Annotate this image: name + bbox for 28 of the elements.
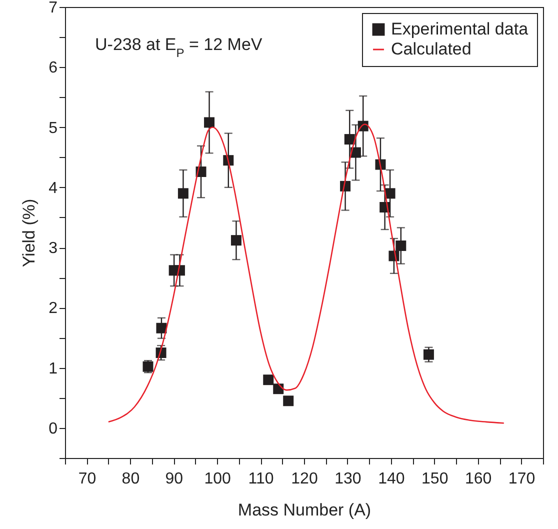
x-tick-label: 160: [464, 470, 492, 488]
point: [396, 240, 406, 251]
x-tick-label: 100: [204, 470, 232, 488]
x-axis-title: Mass Number (A): [238, 500, 372, 520]
y-tick-label: 7: [48, 0, 58, 16]
point: [263, 374, 274, 386]
y-tick-label: 0: [48, 420, 58, 438]
x-tick-label: 80: [122, 470, 140, 488]
annotation: U-238 at E$_{P}$ = 12 MeV: [95, 35, 263, 60]
x-tick-label: 130: [334, 470, 362, 488]
legend-label: Calculated: [391, 40, 472, 58]
x-tick-label: 110: [248, 470, 274, 488]
x-tick-label: 120: [291, 470, 318, 488]
y-tick-label: 6: [48, 60, 58, 77]
y-tick-label: 5: [48, 120, 58, 137]
y-tick-label: 2: [48, 300, 58, 318]
x-tick-label: 90: [165, 470, 184, 488]
point: [283, 396, 294, 406]
legend-label: Experimental data: [391, 20, 529, 38]
y-axis-title: Yield (%): [20, 198, 39, 268]
x-tick-label: 140: [378, 470, 405, 488]
y-tick-label: 4: [48, 180, 58, 197]
x-tick-label: 70: [78, 470, 96, 488]
point: [273, 384, 284, 394]
y-tick-label: 3: [48, 240, 58, 258]
y-tick-label: 1: [48, 360, 58, 378]
x-tick-label: 170: [508, 470, 536, 488]
x-tick-label: 150: [422, 470, 448, 488]
